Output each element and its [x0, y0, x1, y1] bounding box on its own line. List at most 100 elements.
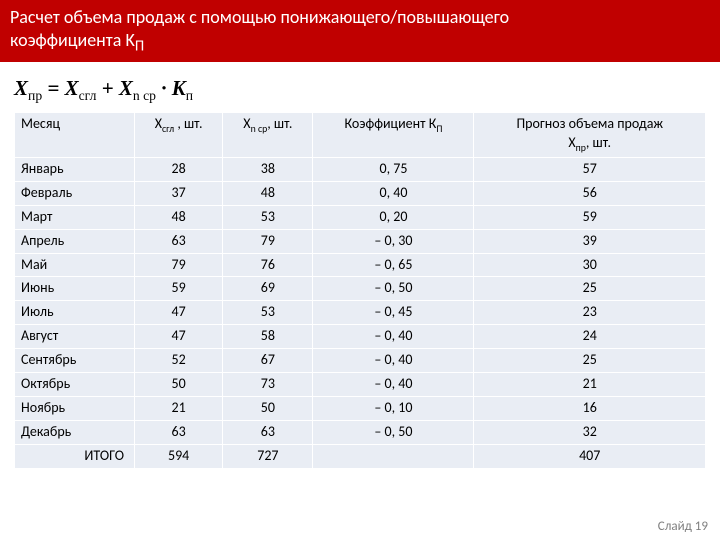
cell-total-k: [313, 444, 474, 468]
col-xsgl: Хсгл , шт.: [135, 113, 223, 158]
prog-l2-sub: пр: [576, 142, 586, 154]
cell-xsgl: 50: [135, 372, 223, 396]
formula-t1: X: [65, 76, 79, 100]
cell-month: Ноябрь: [15, 396, 135, 420]
cell-xncp: 38: [223, 157, 313, 181]
formula-t2-sub: n ср: [133, 88, 156, 103]
cell-kp: – 0, 50: [313, 277, 474, 301]
col-month: Месяц: [15, 113, 135, 158]
formula-dot: ·: [156, 76, 172, 100]
cell-kp: 0, 40: [313, 181, 474, 205]
formula-eq: =: [42, 76, 64, 100]
cell-prog: 16: [474, 396, 706, 420]
prog-l2-suf: , шт.: [586, 134, 611, 151]
cell-xncp: 53: [223, 205, 313, 229]
table-row: Август4758– 0, 4024: [15, 325, 706, 349]
cell-xsgl: 48: [135, 205, 223, 229]
cell-xncp: 67: [223, 349, 313, 373]
table-row: Июль4753– 0, 4523: [15, 301, 706, 325]
col-xncp: Хn ср, шт.: [223, 113, 313, 158]
formula: Xпр = Xсгл + Xn ср · Kп: [0, 62, 720, 112]
cell-month: Апрель: [15, 229, 135, 253]
formula-t3-sub: п: [186, 88, 193, 103]
cell-prog: 25: [474, 277, 706, 301]
title-line2: коэффициента K: [10, 29, 135, 51]
cell-xsgl: 63: [135, 420, 223, 444]
xncp-suf: , шт.: [267, 115, 292, 132]
cell-kp: – 0, 30: [313, 229, 474, 253]
cell-prog: 59: [474, 205, 706, 229]
table-row: Сентябрь5267– 0, 4025: [15, 349, 706, 373]
cell-total-label: ИТОГО: [15, 444, 135, 468]
slide-title-bar: Расчет объема продаж с помощью понижающе…: [0, 0, 720, 62]
cell-kp: 0, 20: [313, 205, 474, 229]
cell-prog: 56: [474, 181, 706, 205]
cell-xsgl: 63: [135, 229, 223, 253]
cell-xncp: 48: [223, 181, 313, 205]
cell-xsgl: 21: [135, 396, 223, 420]
kp-sub: П: [436, 123, 442, 135]
cell-xsgl: 28: [135, 157, 223, 181]
cell-month: Июнь: [15, 277, 135, 301]
table-row: Декабрь6363– 0, 5032: [15, 420, 706, 444]
col-kp: Коэффициент КП: [313, 113, 474, 158]
cell-xsgl: 52: [135, 349, 223, 373]
cell-xncp: 63: [223, 420, 313, 444]
cell-total-a: 594: [135, 444, 223, 468]
title-line1: Расчет объема продаж с помощью понижающе…: [10, 6, 509, 28]
xncp-sub: n ср: [251, 123, 268, 135]
cell-month: Март: [15, 205, 135, 229]
table-row: Март48530, 2059: [15, 205, 706, 229]
cell-xsgl: 37: [135, 181, 223, 205]
prog-l2-pre: Х: [568, 134, 575, 151]
cell-xsgl: 47: [135, 325, 223, 349]
cell-prog: 25: [474, 349, 706, 373]
cell-month: Октябрь: [15, 372, 135, 396]
cell-prog: 21: [474, 372, 706, 396]
cell-prog: 57: [474, 157, 706, 181]
slide-number: Слайд 19: [658, 519, 708, 534]
formula-lhs-sub: пр: [28, 88, 42, 103]
kp-pre: Коэффициент К: [345, 115, 437, 132]
cell-xncp: 73: [223, 372, 313, 396]
table-container: Месяц Хсгл , шт. Хn ср, шт. Коэффициент …: [0, 112, 720, 468]
col-prog: Прогноз объема продаж Хпр, шт.: [474, 113, 706, 158]
cell-kp: – 0, 40: [313, 372, 474, 396]
cell-kp: – 0, 40: [313, 325, 474, 349]
table-row: Июнь5969– 0, 5025: [15, 277, 706, 301]
table-row: Май7976– 0, 6530: [15, 253, 706, 277]
table-row: Апрель6379– 0, 3039: [15, 229, 706, 253]
cell-kp: 0, 75: [313, 157, 474, 181]
cell-total-p: 407: [474, 444, 706, 468]
cell-prog: 30: [474, 253, 706, 277]
xsgl-suf: , шт.: [174, 115, 202, 132]
table-row: Февраль37480, 4056: [15, 181, 706, 205]
table-row: Январь28380, 7557: [15, 157, 706, 181]
table-row: Октябрь5073– 0, 4021: [15, 372, 706, 396]
cell-month: Июль: [15, 301, 135, 325]
cell-xsgl: 47: [135, 301, 223, 325]
cell-xncp: 50: [223, 396, 313, 420]
cell-month: Январь: [15, 157, 135, 181]
cell-month: Сентябрь: [15, 349, 135, 373]
cell-month: Декабрь: [15, 420, 135, 444]
table-total-row: ИТОГО594727 407: [15, 444, 706, 468]
table-body: Январь28380, 7557Февраль37480, 4056Март4…: [15, 157, 706, 468]
cell-xncp: 79: [223, 229, 313, 253]
cell-total-b: 727: [223, 444, 313, 468]
cell-kp: – 0, 10: [313, 396, 474, 420]
cell-xsgl: 59: [135, 277, 223, 301]
cell-kp: – 0, 65: [313, 253, 474, 277]
formula-t1-sub: сгл: [79, 88, 97, 103]
cell-kp: – 0, 45: [313, 301, 474, 325]
cell-prog: 32: [474, 420, 706, 444]
cell-prog: 23: [474, 301, 706, 325]
formula-lhs: X: [14, 76, 28, 100]
sales-table: Месяц Хсгл , шт. Хn ср, шт. Коэффициент …: [14, 112, 706, 468]
xsgl-pre: Х: [155, 115, 162, 132]
prog-l1: Прогноз объема продаж: [516, 115, 663, 132]
cell-xncp: 76: [223, 253, 313, 277]
cell-xncp: 53: [223, 301, 313, 325]
cell-kp: – 0, 50: [313, 420, 474, 444]
cell-xncp: 58: [223, 325, 313, 349]
